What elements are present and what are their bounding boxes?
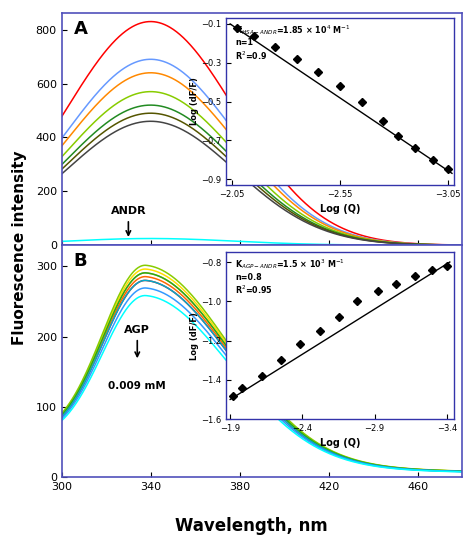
Text: AGP: AGP	[124, 325, 150, 356]
Text: 0.009 mM: 0.009 mM	[109, 381, 166, 391]
Text: B: B	[73, 252, 87, 270]
Text: ANDR: ANDR	[110, 206, 146, 235]
Text: Fluorescence intensity: Fluorescence intensity	[12, 150, 27, 345]
Text: Wavelength, nm: Wavelength, nm	[175, 517, 328, 535]
Text: 0.009 mM: 0.009 mM	[233, 140, 291, 150]
Text: HSA: HSA	[249, 110, 275, 129]
Text: A: A	[73, 20, 88, 38]
